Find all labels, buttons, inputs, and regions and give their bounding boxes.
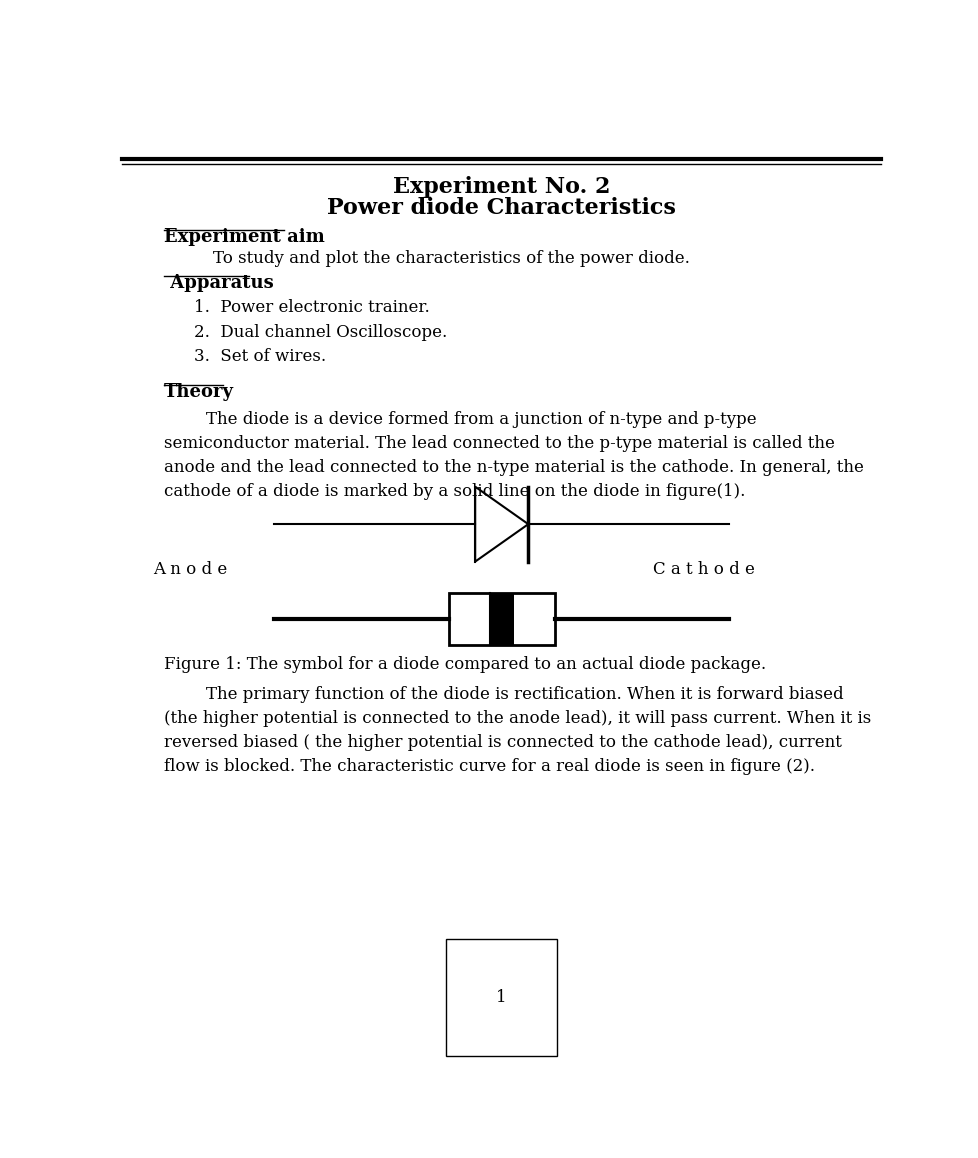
- Bar: [448, 593, 555, 645]
- Text: To study and plot the characteristics of the power diode.: To study and plot the characteristics of…: [213, 250, 689, 267]
- Text: Apparatus: Apparatus: [164, 274, 274, 293]
- Text: (the higher potential is connected to the anode lead), it will pass current. Whe: (the higher potential is connected to th…: [164, 710, 870, 726]
- Text: Experiment No. 2: Experiment No. 2: [392, 176, 610, 198]
- Text: A n o d e: A n o d e: [153, 560, 227, 578]
- Text: C a t h o d e: C a t h o d e: [653, 560, 755, 578]
- Text: cathode of a diode is marked by a solid line on the diode in figure(1).: cathode of a diode is marked by a solid …: [164, 483, 744, 500]
- Text: The primary function of the diode is rectification. When it is forward biased: The primary function of the diode is rec…: [164, 686, 843, 703]
- Text: 1: 1: [496, 989, 507, 1005]
- Text: anode and the lead connected to the n-type material is the cathode. In general, : anode and the lead connected to the n-ty…: [164, 459, 864, 476]
- Text: Figure 1: The symbol for a diode compared to an actual diode package.: Figure 1: The symbol for a diode compare…: [164, 657, 766, 673]
- Text: 2.  Dual channel Oscilloscope.: 2. Dual channel Oscilloscope.: [195, 323, 447, 340]
- Text: Theory: Theory: [164, 383, 234, 402]
- Bar: [489, 593, 513, 645]
- Text: Experiment aim: Experiment aim: [164, 228, 325, 247]
- Text: flow is blocked. The characteristic curve for a real diode is seen in figure (2): flow is blocked. The characteristic curv…: [164, 757, 815, 775]
- Text: 1.  Power electronic trainer.: 1. Power electronic trainer.: [195, 300, 429, 316]
- Text: semiconductor material. The lead connected to the p-type material is called the: semiconductor material. The lead connect…: [164, 435, 834, 452]
- Text: The diode is a device formed from a junction of n-type and p-type: The diode is a device formed from a junc…: [164, 411, 756, 428]
- Text: reversed biased ( the higher potential is connected to the cathode lead), curren: reversed biased ( the higher potential i…: [164, 734, 841, 750]
- Text: Power diode Characteristics: Power diode Characteristics: [327, 197, 676, 219]
- Text: 3.  Set of wires.: 3. Set of wires.: [195, 347, 327, 365]
